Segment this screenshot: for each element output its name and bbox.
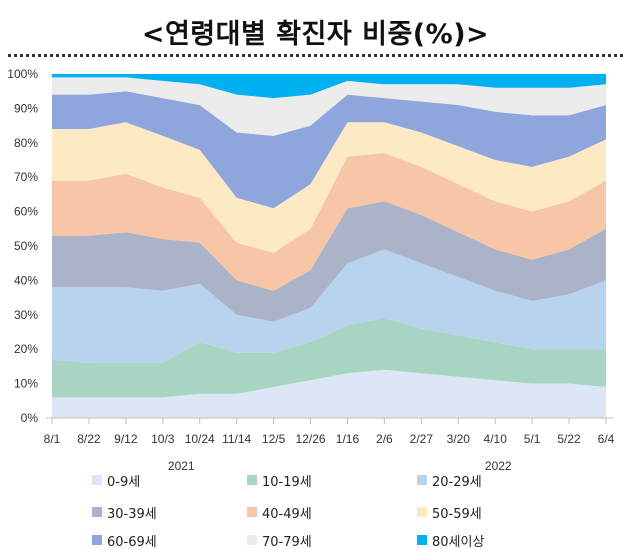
y-tick-label: 80% <box>14 136 38 150</box>
legend-label: 0-9세 <box>107 474 141 490</box>
legend-swatch <box>92 475 102 485</box>
y-tick-label: 90% <box>14 101 38 115</box>
legend-label: 60-69세 <box>107 534 157 550</box>
x-tick-label: 2/27 <box>410 432 434 446</box>
x-tick-label: 10/24 <box>185 432 215 446</box>
x-tick-label: 2/6 <box>376 432 393 446</box>
y-tick-label: 70% <box>14 170 38 184</box>
x-tick-label: 5/1 <box>524 432 541 446</box>
legend-label: 80세이상 <box>432 534 485 550</box>
y-tick-label: 50% <box>14 239 38 253</box>
area-series-0 <box>52 369 606 418</box>
legend-swatch <box>417 475 427 485</box>
y-tick-label: 100% <box>7 67 38 81</box>
legend-item: 70-79세 <box>247 531 312 550</box>
legend-item: 40-49세 <box>247 503 312 522</box>
legend-swatch <box>247 507 257 517</box>
x-tick-label: 5/22 <box>557 432 581 446</box>
year-label: 2021 <box>168 459 195 470</box>
area-series-7 <box>52 77 606 136</box>
stacked-area-chart: 0% 10% 20% 30% 40% 50% 60% 70% 80% 90% 100% 8/1 8/2… <box>7 67 615 470</box>
legend-label: 10-19세 <box>262 474 312 490</box>
legend-item: 60-69세 <box>92 531 157 550</box>
legend-swatch <box>417 535 427 545</box>
x-tick-label: 12/26 <box>296 432 326 446</box>
chart-title: <연령대별 확진자 비중(%)> <box>141 19 490 50</box>
legend-item: 80세이상 <box>417 531 485 550</box>
year-label: 2022 <box>485 459 512 470</box>
x-tick-label: 10/3 <box>151 432 175 446</box>
area-series-3 <box>52 201 606 322</box>
area-series-8 <box>52 74 606 99</box>
y-axis: 0% 10% 20% 30% 40% 50% 60% 70% 80% 90% 100% <box>7 67 38 425</box>
x-tick-label: 9/12 <box>114 432 138 446</box>
legend-item: 0-9세 <box>92 471 141 490</box>
x-tick-label: 12/5 <box>262 432 286 446</box>
y-tick-label: 30% <box>14 308 38 322</box>
x-tick-label: 11/14 <box>222 432 251 446</box>
y-tick-label: 20% <box>14 342 38 356</box>
legend-label: 70-79세 <box>262 534 312 550</box>
x-tick-label: 8/1 <box>44 432 61 446</box>
x-tick-label: 3/20 <box>447 432 471 446</box>
y-tick-label: 60% <box>14 205 38 219</box>
y-tick-label: 0% <box>21 411 39 425</box>
legend-label: 30-39세 <box>107 506 157 522</box>
title-dotted-rule <box>8 54 623 57</box>
area-series-2 <box>52 249 606 363</box>
x-tick-label: 6/4 <box>598 432 615 446</box>
x-tick-label: 1/16 <box>336 432 360 446</box>
legend-label: 50-59세 <box>432 506 482 522</box>
legend-swatch <box>247 535 257 545</box>
x-axis: 8/1 8/22 9/12 10/3 10/24 11/14 12/5 12/26 1/16 2/… <box>44 417 615 470</box>
legend-label: 40-49세 <box>262 506 312 522</box>
area-series-1 <box>52 318 606 398</box>
legend-swatch <box>417 507 427 517</box>
x-tick-label: 8/22 <box>77 432 101 446</box>
legend-item: 20-29세 <box>417 471 482 490</box>
legend-label: 20-29세 <box>432 474 482 490</box>
area-series-4 <box>52 153 606 291</box>
area-layers <box>52 74 606 418</box>
legend-swatch <box>247 475 257 485</box>
legend-item: 50-59세 <box>417 503 482 522</box>
y-tick-label: 10% <box>14 377 38 391</box>
x-tick-label: 4/10 <box>484 432 508 446</box>
legend-swatch <box>92 535 102 545</box>
legend-swatch <box>92 507 102 517</box>
area-series-6 <box>52 91 606 209</box>
area-series-5 <box>52 122 606 253</box>
legend-item: 30-39세 <box>92 503 157 522</box>
legend-item: 10-19세 <box>247 471 312 490</box>
y-tick-label: 40% <box>14 273 38 287</box>
